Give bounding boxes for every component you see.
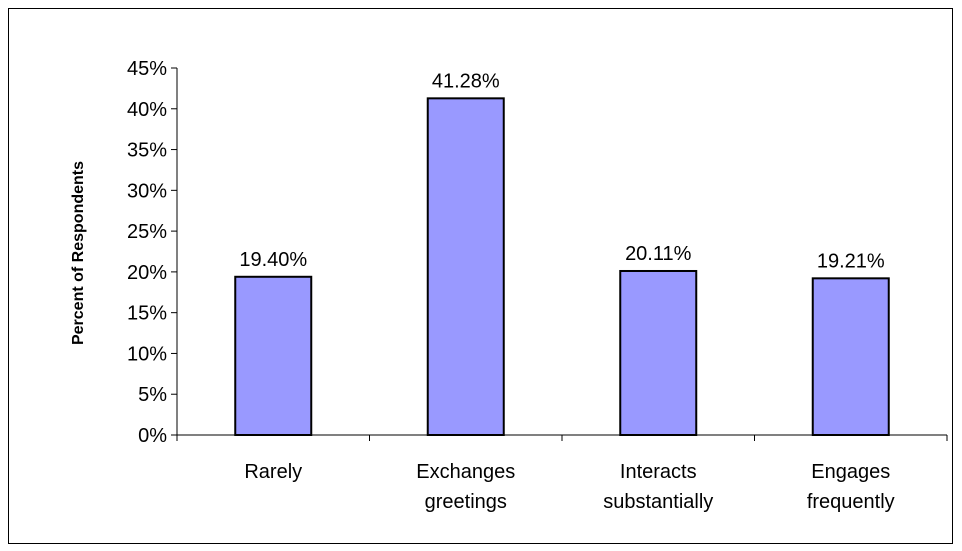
category-label: Engages frequently	[807, 461, 895, 513]
y-axis: 0% 5% 10% 15% 20% 25% 30% 35% 40% 45%	[127, 58, 178, 447]
bars	[234, 97, 890, 437]
data-label: 20.11%	[625, 243, 692, 265]
y-axis-title: Percent of Respondents	[70, 161, 87, 345]
y-tick-label: 20%	[127, 262, 167, 284]
data-labels: 19.40% 41.28% 20.11% 19.21%	[239, 70, 885, 272]
y-tick-label: 15%	[127, 303, 167, 325]
y-tick-label: 25%	[127, 221, 167, 243]
y-tick-label: 35%	[127, 140, 167, 162]
category-label-line: Interacts	[620, 461, 697, 483]
category-label-line: substantially	[603, 491, 713, 513]
category-label-line: Exchanges	[416, 461, 515, 483]
category-label: Interacts substantially	[603, 461, 713, 513]
bar	[234, 275, 313, 436]
data-label: 41.28%	[432, 70, 500, 92]
category-label-line: greetings	[425, 491, 507, 513]
y-tick-label: 10%	[127, 343, 167, 365]
bar	[811, 277, 890, 437]
data-label: 19.21%	[817, 250, 885, 272]
category-label-line: Rarely	[244, 461, 302, 483]
category-label-line: frequently	[807, 491, 895, 513]
category-label: Rarely	[244, 461, 302, 483]
category-label-line: Engages	[811, 461, 890, 483]
y-tick-label: 0%	[138, 425, 167, 447]
bar	[619, 269, 698, 437]
category-label: Exchanges greetings	[416, 461, 515, 513]
y-tick-label: 5%	[138, 384, 167, 406]
y-tick-label: 45%	[127, 58, 167, 80]
bar	[426, 97, 505, 437]
y-tick-label: 30%	[127, 180, 167, 202]
y-tick-label: 40%	[127, 99, 167, 121]
category-labels: Rarely Exchanges greetings Interacts substan…	[244, 461, 894, 513]
data-label: 19.40%	[239, 249, 307, 271]
